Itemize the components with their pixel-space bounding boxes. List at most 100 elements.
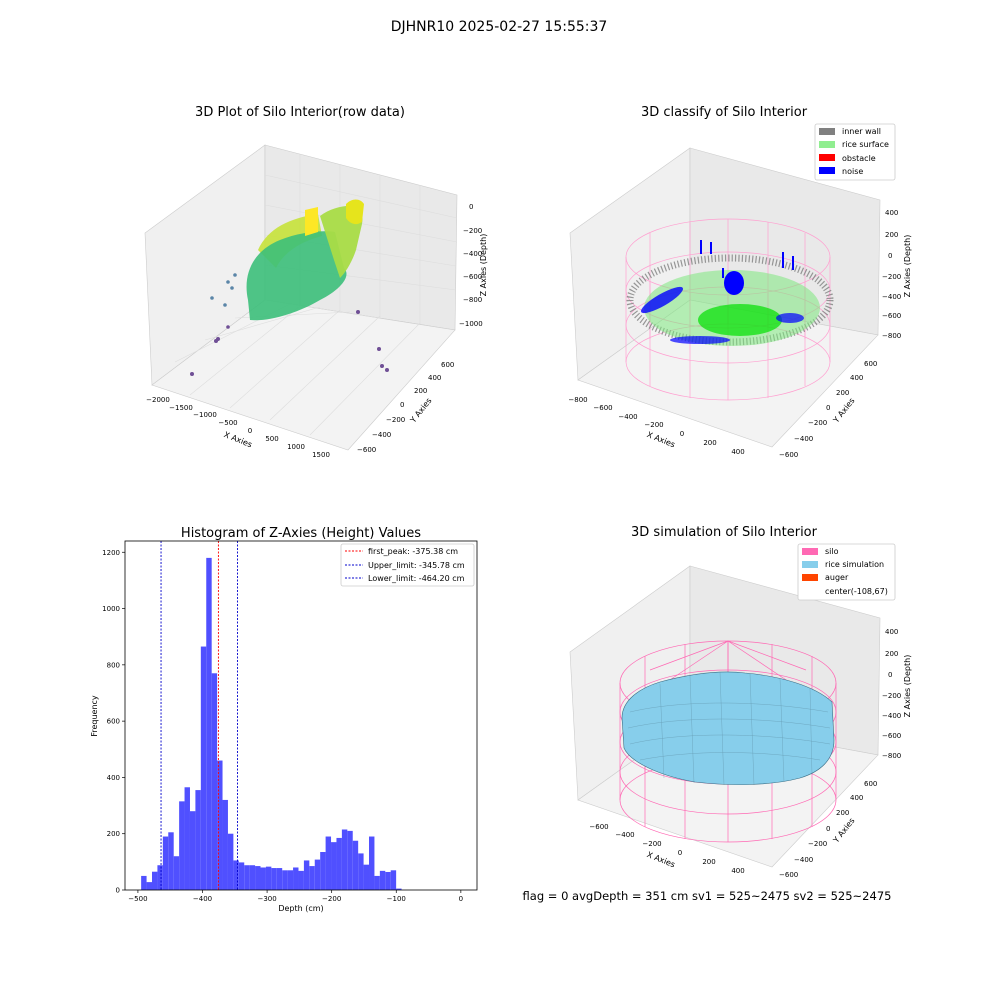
hist-bar: [265, 866, 272, 890]
raw-x-tick: −1000: [193, 411, 217, 419]
classify-x-tick: 400: [731, 448, 744, 456]
hist-bar: [314, 859, 321, 890]
raw-point-cloud-main: [246, 231, 347, 321]
hist-bar: [157, 865, 163, 890]
sim-x-tick: −200: [642, 840, 661, 848]
raw-y-tick: 0: [400, 401, 404, 409]
raw-y-ticks: −600 −400 −200 0 200 400 600: [357, 361, 454, 454]
raw-y-tick: −200: [386, 416, 405, 424]
legend-label-silo: silo: [825, 547, 839, 556]
hist-bar: [379, 870, 386, 890]
hist-y-tick-label: 800: [107, 661, 120, 669]
legend-label-auger: auger: [825, 573, 849, 582]
raw-point-cloud-upper: [320, 205, 363, 278]
legend-label-center: center(-108,67): [825, 587, 888, 596]
hist-bar: [325, 836, 332, 890]
legend-swatch-silo: [802, 548, 818, 555]
hist-bar: [358, 853, 364, 890]
hist-bar: [151, 871, 158, 890]
hist-bar: [173, 856, 180, 890]
classify-x-tick: −800: [568, 396, 587, 404]
sim-z-tick: −200: [882, 692, 901, 700]
classify-y-tick: −600: [779, 451, 798, 459]
classify-z-tick: 200: [885, 231, 898, 239]
hist-bar: [141, 875, 147, 890]
hist-bar: [146, 882, 152, 890]
classify-legend-box: [814, 123, 896, 181]
legend-label-rice-surface: rice surface: [842, 140, 889, 149]
sim-z-tick: −800: [882, 752, 901, 760]
hist-bar: [369, 836, 375, 890]
hist-bar: [206, 557, 212, 890]
sim-z-label: Z Axies (Depth): [903, 655, 912, 718]
hist-bar: [162, 836, 169, 890]
hist-x-label: Depth (cm): [278, 904, 323, 913]
hist-x-tick-label: −400: [193, 895, 212, 903]
sim-x-tick: 400: [731, 867, 744, 875]
hist-bar: [282, 870, 288, 890]
legend-swatch-auger: [802, 574, 818, 581]
hist-x-tick-label: −100: [387, 895, 406, 903]
hist-bar: [309, 866, 315, 890]
hist-y-tick-label: 1200: [102, 549, 120, 557]
classify-y-tick: 0: [826, 404, 830, 412]
raw-y-tick: 200: [414, 387, 427, 395]
raw-y-tick: −400: [372, 431, 391, 439]
hist-bar: [352, 840, 359, 890]
panel-simulation-3d: 3D simulation of Silo Interior: [569, 525, 912, 879]
raw-y-tick: −600: [357, 446, 376, 454]
sim-z-tick: 200: [885, 650, 898, 658]
hist-bar: [363, 864, 370, 890]
classify-rice-surface-center: [698, 304, 782, 336]
classify-z-tick: −400: [882, 293, 901, 301]
sim-z-tick: −400: [882, 712, 901, 720]
classify-z-ticks: 400 200 0 −200 −400 −600 −800: [882, 209, 901, 340]
sim-y-tick: 400: [850, 794, 863, 802]
hist-bar: [179, 801, 185, 890]
hist-bar: [374, 875, 380, 890]
classify-z-tick: 0: [888, 252, 892, 260]
raw-point-cloud-rim: [305, 207, 318, 236]
hist-x-tick-label: −500: [128, 895, 147, 903]
raw-y-tick: 400: [428, 374, 441, 382]
raw-z-tick: −200: [463, 227, 482, 235]
classify-y-tick: 600: [864, 360, 877, 368]
hist-legend-upper: Upper_limit: -345.78 cm: [368, 561, 465, 570]
classify-x-tick: −200: [644, 421, 663, 429]
classify-legend: inner wall rice surface obstacle noise: [814, 123, 896, 181]
hist-bar: [331, 842, 337, 890]
classify-z-tick: −200: [882, 273, 901, 281]
hist-bar: [390, 870, 397, 890]
classify-z-tick: −800: [882, 332, 901, 340]
raw-z-tick: −1000: [459, 320, 483, 328]
sim-z-tick: 0: [888, 671, 892, 679]
sim-x-label: X Axies: [646, 850, 677, 869]
panel-histogram: Histogram of Z-Axies (Height) Values −50…: [90, 526, 478, 913]
hist-y-tick-label: 1000: [102, 605, 120, 613]
panel-raw-3d: 3D Plot of Silo Interior(row data): [144, 105, 488, 459]
legend-swatch-rice-surface: [819, 141, 835, 148]
hist-y-tick-label: 0: [116, 887, 120, 895]
hist-x-tick-label: −200: [322, 895, 341, 903]
legend-label-rice-simulation: rice simulation: [825, 560, 884, 569]
classify-noise: [641, 240, 804, 344]
hist-bar: [336, 837, 342, 890]
legend-swatch-obstacle: [819, 154, 835, 161]
hist-bar: [227, 833, 234, 890]
raw-z-tick: −600: [463, 273, 482, 281]
raw-x-tick: 1500: [312, 451, 330, 459]
hist-bar: [260, 867, 266, 890]
sim-rice-surface: [621, 671, 835, 785]
hist-bar: [222, 799, 228, 890]
sim-x-tick: −600: [589, 823, 608, 831]
sim-y-tick: −400: [794, 856, 813, 864]
legend-label-inner-wall: inner wall: [842, 127, 881, 136]
hist-plot-area: [125, 541, 477, 890]
figure-suptitle: DJHNR10 2025-02-27 15:55:37: [391, 19, 608, 35]
hist-y-ticks: 0 200 400 600 800 1000 1200: [102, 549, 125, 895]
hist-x-tick-label: −300: [257, 895, 276, 903]
raw-x-tick: 500: [265, 435, 278, 443]
hist-bar: [200, 646, 207, 890]
raw-y-label: Y Axies: [408, 396, 434, 425]
classify-x-tick: 200: [703, 439, 716, 447]
